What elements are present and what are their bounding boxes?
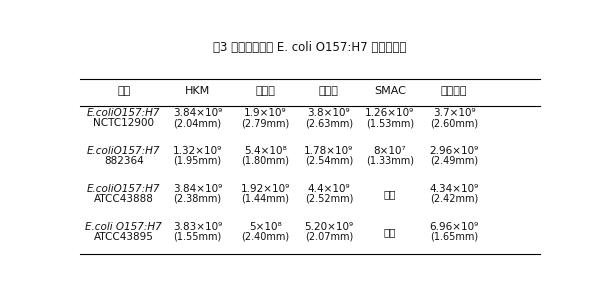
Text: 1.92×10⁹: 1.92×10⁹ bbox=[241, 184, 290, 194]
Text: 5.4×10⁸: 5.4×10⁸ bbox=[244, 146, 287, 156]
Text: (2.49mm): (2.49mm) bbox=[430, 156, 479, 166]
Text: ATCC43888: ATCC43888 bbox=[94, 194, 154, 204]
Text: (1.44mm): (1.44mm) bbox=[241, 194, 290, 204]
Text: 3.7×10⁹: 3.7×10⁹ bbox=[433, 108, 476, 118]
Text: (1.65mm): (1.65mm) bbox=[430, 232, 479, 242]
Text: E.coliO157:H7: E.coliO157:H7 bbox=[87, 184, 160, 194]
Text: 营养琼脂: 营养琼脂 bbox=[441, 86, 468, 96]
Text: 3.84×10⁹: 3.84×10⁹ bbox=[173, 108, 222, 118]
Text: (2.42mm): (2.42mm) bbox=[430, 194, 479, 204]
Text: SMAC: SMAC bbox=[374, 86, 406, 96]
Text: (1.95mm): (1.95mm) bbox=[174, 156, 221, 166]
Text: 6.96×10⁹: 6.96×10⁹ bbox=[430, 222, 479, 232]
Text: 5×10⁸: 5×10⁸ bbox=[249, 222, 282, 232]
Text: 梅里埃: 梅里埃 bbox=[255, 86, 275, 96]
Text: 882364: 882364 bbox=[104, 156, 143, 166]
Text: (2.60mm): (2.60mm) bbox=[430, 118, 479, 128]
Text: HKM: HKM bbox=[185, 86, 210, 96]
Text: 科玛嘉: 科玛嘉 bbox=[319, 86, 339, 96]
Text: (1.53mm): (1.53mm) bbox=[365, 118, 414, 128]
Text: (2.54mm): (2.54mm) bbox=[305, 156, 353, 166]
Text: 5.20×10⁹: 5.20×10⁹ bbox=[304, 222, 353, 232]
Text: 1.32×10⁹: 1.32×10⁹ bbox=[173, 146, 222, 156]
Text: 3.84×10⁹: 3.84×10⁹ bbox=[173, 184, 222, 194]
Text: 8×10⁷: 8×10⁷ bbox=[373, 146, 406, 156]
Text: (1.80mm): (1.80mm) bbox=[241, 156, 290, 166]
Text: (1.33mm): (1.33mm) bbox=[366, 156, 414, 166]
Text: 4.34×10⁹: 4.34×10⁹ bbox=[430, 184, 479, 194]
Text: (2.40mm): (2.40mm) bbox=[241, 232, 290, 242]
Text: NCTC12900: NCTC12900 bbox=[93, 118, 154, 128]
Text: (2.38mm): (2.38mm) bbox=[174, 194, 221, 204]
Text: (2.04mm): (2.04mm) bbox=[174, 118, 221, 128]
Text: (2.63mm): (2.63mm) bbox=[305, 118, 353, 128]
Text: 4.4×10⁹: 4.4×10⁹ bbox=[307, 184, 350, 194]
Text: 不长: 不长 bbox=[384, 227, 396, 238]
Text: 1.26×10⁹: 1.26×10⁹ bbox=[365, 108, 414, 118]
Text: (1.55mm): (1.55mm) bbox=[174, 232, 221, 242]
Text: ATCC43895: ATCC43895 bbox=[94, 232, 154, 242]
Text: 3.8×10⁹: 3.8×10⁹ bbox=[307, 108, 350, 118]
Text: (2.79mm): (2.79mm) bbox=[241, 118, 290, 128]
Text: (2.52mm): (2.52mm) bbox=[305, 194, 353, 204]
Text: 1.9×10⁹: 1.9×10⁹ bbox=[244, 108, 287, 118]
Text: E.coliO157:H7: E.coliO157:H7 bbox=[87, 108, 160, 118]
Text: E.coli O157:H7: E.coli O157:H7 bbox=[85, 222, 162, 232]
Text: (2.07mm): (2.07mm) bbox=[305, 232, 353, 242]
Text: 2.96×10⁹: 2.96×10⁹ bbox=[430, 146, 479, 156]
Text: 表3 显色培养基对 E. coli O157:H7 的检测结果: 表3 显色培养基对 E. coli O157:H7 的检测结果 bbox=[214, 41, 407, 55]
Text: 1.78×10⁹: 1.78×10⁹ bbox=[304, 146, 353, 156]
Text: 3.83×10⁹: 3.83×10⁹ bbox=[173, 222, 222, 232]
Text: 不长: 不长 bbox=[384, 189, 396, 200]
Text: E.coliO157:H7: E.coliO157:H7 bbox=[87, 146, 160, 156]
Text: 菌株: 菌株 bbox=[117, 86, 130, 96]
